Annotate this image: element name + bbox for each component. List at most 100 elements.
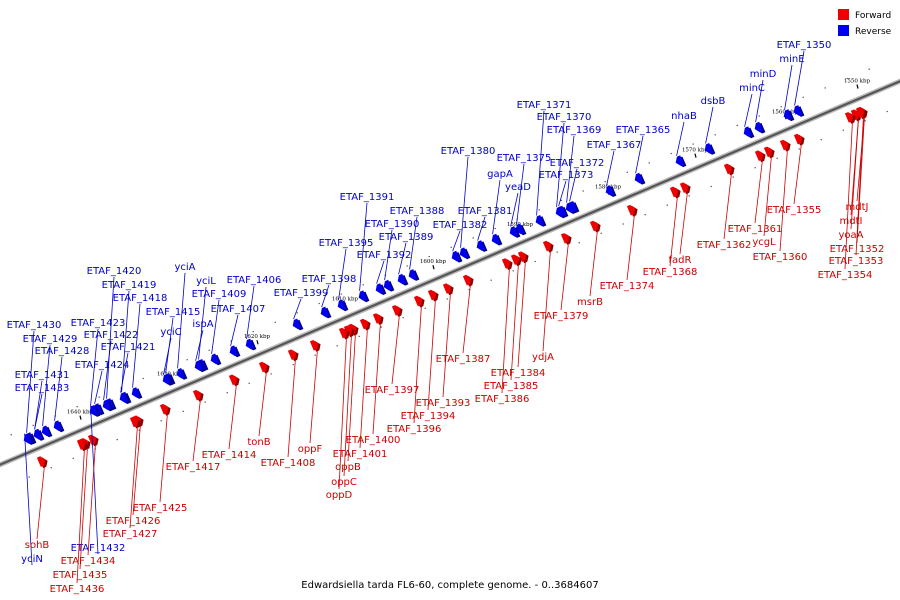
gene-label-etaf-1406[interactable]: ETAF_1406 bbox=[227, 275, 282, 286]
gene-label-etaf-1387[interactable]: ETAF_1387 bbox=[436, 354, 491, 365]
gene-label-ycin[interactable]: yciN bbox=[21, 554, 43, 565]
gene-label-oppc[interactable]: oppC bbox=[331, 477, 357, 488]
gene-arrow-etaf-1371[interactable] bbox=[535, 215, 545, 226]
gene-arrow-etaf-1417[interactable] bbox=[192, 389, 202, 401]
gene-arrow-etaf-1384[interactable] bbox=[517, 251, 527, 262]
gene-label-etaf-1394[interactable]: ETAF_1394 bbox=[401, 411, 456, 422]
gene-arrow-etaf-1395[interactable] bbox=[337, 299, 347, 310]
gene-arrow-etaf-1394[interactable] bbox=[427, 289, 437, 301]
gene-label-ycil[interactable]: yciL bbox=[196, 276, 216, 287]
gene-arrow-etaf-1428[interactable] bbox=[53, 420, 63, 431]
gene-arrow-etaf-1425[interactable] bbox=[159, 403, 169, 415]
gene-arrow-etaf-1393[interactable] bbox=[442, 283, 452, 294]
gene-arrow-oppc[interactable] bbox=[343, 325, 353, 337]
gene-arrow-yoaa[interactable] bbox=[850, 109, 860, 121]
gene-arrow-etaf-1436[interactable] bbox=[76, 439, 86, 450]
gene-arrow-etaf-1382[interactable] bbox=[451, 250, 461, 262]
gene-label-oppb[interactable]: oppB bbox=[335, 462, 361, 473]
gene-label-etaf-1367[interactable]: ETAF_1367 bbox=[587, 140, 642, 151]
gene-label-etaf-1389[interactable]: ETAF_1389 bbox=[379, 232, 434, 243]
gene-arrow-etaf-1388[interactable] bbox=[408, 269, 418, 280]
gene-arrow-etaf-1386[interactable] bbox=[501, 258, 511, 269]
gene-label-etaf-1360[interactable]: ETAF_1360 bbox=[753, 252, 808, 263]
gene-arrow-etaf-1353[interactable] bbox=[855, 107, 865, 118]
gene-arrow-etaf-1406[interactable] bbox=[245, 338, 255, 350]
gene-arrow-etaf-1385[interactable] bbox=[510, 254, 520, 265]
gene-label-etaf-1371[interactable]: ETAF_1371 bbox=[517, 100, 572, 111]
gene-label-etaf-1425[interactable]: ETAF_1425 bbox=[133, 503, 188, 514]
gene-arrow-ispa[interactable] bbox=[194, 360, 204, 371]
gene-label-mdtj[interactable]: mdtJ bbox=[846, 202, 869, 213]
gene-label-etaf-1374[interactable]: ETAF_1374 bbox=[600, 281, 655, 292]
gene-label-etaf-1431[interactable]: ETAF_1431 bbox=[15, 370, 70, 381]
gene-label-etaf-1380[interactable]: ETAF_1380 bbox=[441, 146, 496, 157]
gene-label-etaf-1381[interactable]: ETAF_1381 bbox=[458, 206, 513, 217]
gene-label-etaf-1384[interactable]: ETAF_1384 bbox=[491, 368, 546, 379]
gene-label-etaf-1390[interactable]: ETAF_1390 bbox=[365, 219, 420, 230]
gene-label-etaf-1401[interactable]: ETAF_1401 bbox=[333, 449, 388, 460]
gene-arrow-etaf-1361[interactable] bbox=[754, 150, 764, 161]
gene-label-minc[interactable]: minC bbox=[739, 83, 765, 94]
gene-label-etaf-1398[interactable]: ETAF_1398 bbox=[302, 274, 357, 285]
gene-label-etaf-1392[interactable]: ETAF_1392 bbox=[357, 250, 412, 261]
gene-label-etaf-1361[interactable]: ETAF_1361 bbox=[728, 224, 783, 235]
gene-label-etaf-1415[interactable]: ETAF_1415 bbox=[146, 307, 201, 318]
gene-arrow-dsbb[interactable] bbox=[704, 143, 714, 154]
gene-arrow-etaf-1367[interactable] bbox=[605, 185, 615, 196]
gene-label-etaf-1408[interactable]: ETAF_1408 bbox=[261, 458, 316, 469]
gene-arrow-ycin[interactable] bbox=[23, 433, 33, 444]
gene-label-etaf-1396[interactable]: ETAF_1396 bbox=[387, 424, 442, 435]
gene-arrow-etaf-1379[interactable] bbox=[560, 233, 570, 244]
gene-label-mdti[interactable]: mdtI bbox=[840, 216, 863, 227]
gene-arrow-etaf-1381[interactable] bbox=[476, 240, 486, 251]
gene-arrow-etaf-1362[interactable] bbox=[723, 163, 733, 175]
gene-label-etaf-1422[interactable]: ETAF_1422 bbox=[84, 330, 139, 341]
gene-arrow-tonb[interactable] bbox=[258, 361, 268, 373]
gene-arrow-etaf-1418[interactable] bbox=[131, 387, 141, 398]
gene-label-dsbb[interactable]: dsbB bbox=[701, 96, 726, 107]
gene-arrow-yead[interactable] bbox=[509, 226, 519, 237]
gene-label-etaf-1365[interactable]: ETAF_1365 bbox=[616, 125, 671, 136]
gene-arrow-etaf-1432[interactable] bbox=[89, 405, 99, 416]
gene-arrow-etaf-1400[interactable] bbox=[372, 313, 382, 324]
gene-label-ydja[interactable]: ydjA bbox=[532, 352, 554, 363]
gene-arrow-etaf-1396[interactable] bbox=[413, 295, 423, 307]
gene-arrow-etaf-1354[interactable] bbox=[844, 112, 854, 123]
gene-label-etaf-1423[interactable]: ETAF_1423 bbox=[71, 318, 126, 329]
gene-label-ispa[interactable]: ispA bbox=[192, 319, 213, 330]
gene-label-etaf-1352[interactable]: ETAF_1352 bbox=[830, 244, 885, 255]
gene-label-yoaa[interactable]: yoaA bbox=[838, 230, 863, 241]
gene-arrow-etaf-1374[interactable] bbox=[626, 204, 636, 216]
gene-label-etaf-1420[interactable]: ETAF_1420 bbox=[87, 266, 142, 277]
gene-label-etaf-1426[interactable]: ETAF_1426 bbox=[106, 516, 161, 527]
gene-label-yead[interactable]: yeaD bbox=[505, 182, 531, 193]
gene-label-etaf-1436[interactable]: ETAF_1436 bbox=[50, 584, 105, 595]
gene-label-sohb[interactable]: sohB bbox=[25, 540, 50, 551]
gene-label-etaf-1427[interactable]: ETAF_1427 bbox=[103, 529, 158, 540]
gene-arrow-etaf-1427[interactable] bbox=[129, 416, 139, 428]
gene-label-mind[interactable]: minD bbox=[750, 69, 777, 80]
gene-arrow-etaf-1389[interactable] bbox=[397, 273, 407, 285]
gene-arrow-etaf-1408[interactable] bbox=[287, 349, 297, 360]
gene-arrow-etaf-1433[interactable] bbox=[33, 428, 43, 440]
gene-arrow-mind[interactable] bbox=[754, 121, 764, 133]
gene-label-etaf-1414[interactable]: ETAF_1414 bbox=[202, 450, 257, 461]
gene-arrow-etaf-1390[interactable] bbox=[383, 279, 393, 291]
gene-arrow-ycgl[interactable] bbox=[763, 146, 773, 158]
gene-label-ycic[interactable]: yciC bbox=[160, 327, 181, 338]
gene-label-etaf-1421[interactable]: ETAF_1421 bbox=[101, 342, 156, 353]
gene-label-etaf-1373[interactable]: ETAF_1373 bbox=[539, 170, 594, 181]
gene-label-etaf-1375[interactable]: ETAF_1375 bbox=[497, 153, 552, 164]
gene-arrow-etaf-1414[interactable] bbox=[228, 374, 238, 386]
gene-label-etaf-1395[interactable]: ETAF_1395 bbox=[319, 238, 374, 249]
gene-label-etaf-1370[interactable]: ETAF_1370 bbox=[537, 112, 592, 123]
gene-arrow-etaf-1397[interactable] bbox=[391, 305, 401, 316]
gene-label-etaf-1391[interactable]: ETAF_1391 bbox=[340, 192, 395, 203]
gene-label-etaf-1354[interactable]: ETAF_1354 bbox=[818, 270, 873, 281]
gene-label-gapa[interactable]: gapA bbox=[487, 169, 513, 180]
gene-label-etaf-1433[interactable]: ETAF_1433 bbox=[15, 383, 70, 394]
gene-arrow-minc[interactable] bbox=[743, 126, 753, 137]
gene-label-tonb[interactable]: tonB bbox=[247, 437, 270, 448]
gene-arrow-etaf-1350[interactable] bbox=[793, 105, 803, 116]
gene-label-ycia[interactable]: yciA bbox=[174, 262, 195, 273]
